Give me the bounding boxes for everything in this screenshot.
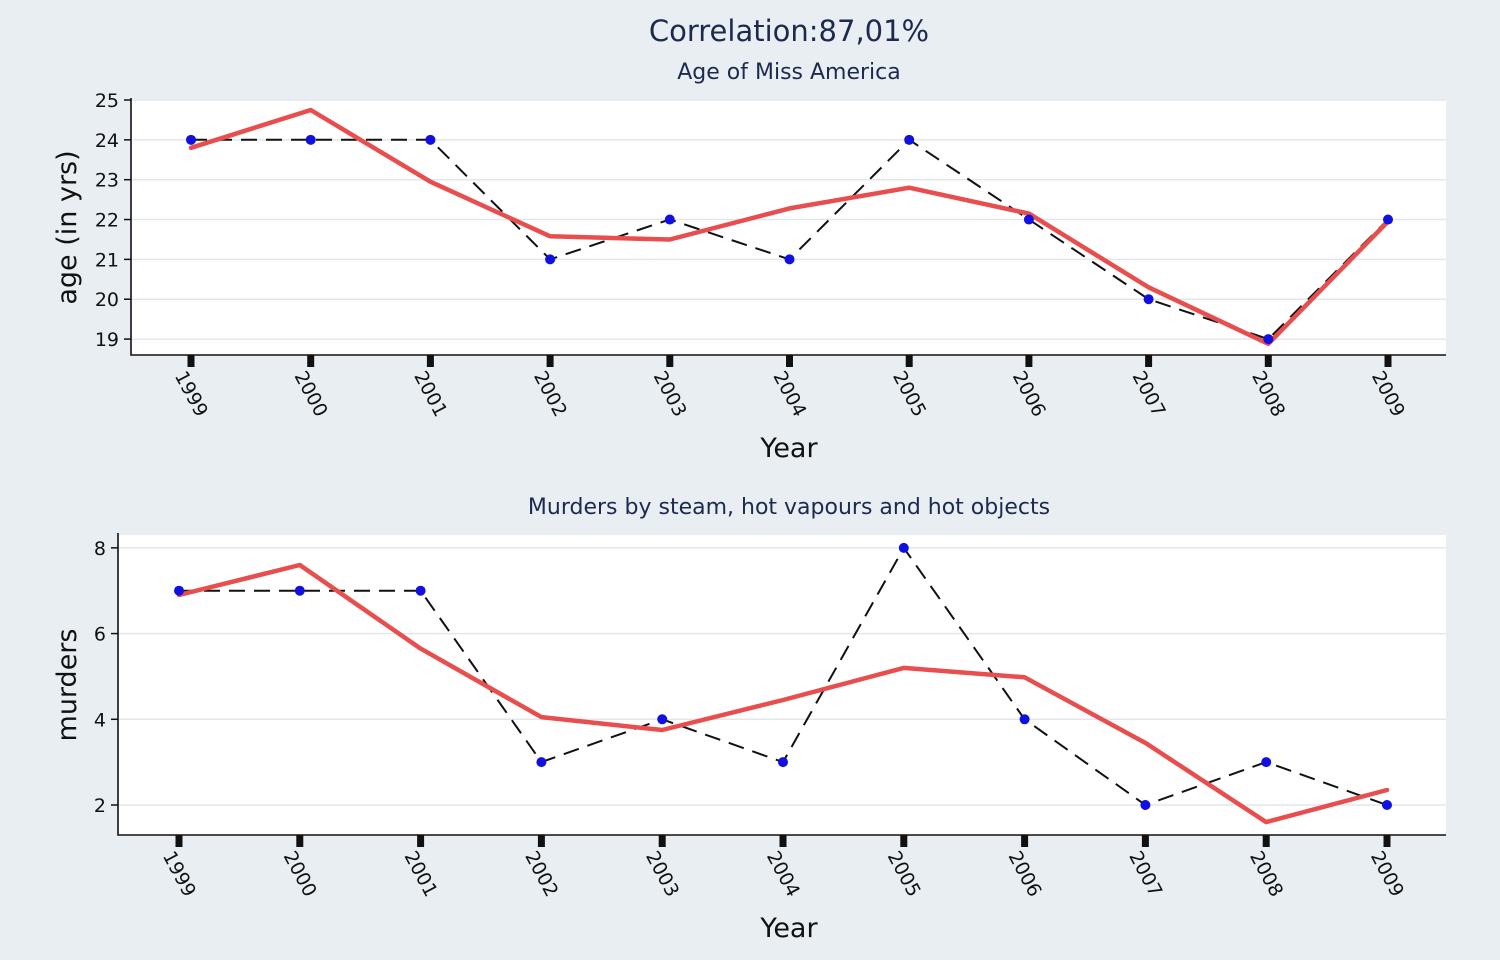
data-point <box>657 714 668 725</box>
y-axis-title: murders <box>52 629 83 742</box>
x-tick-label: 2008 <box>1245 847 1287 900</box>
data-point <box>186 134 196 145</box>
data-point <box>1143 294 1154 305</box>
x-tick-label: 2000 <box>279 847 321 900</box>
x-axis-title: Year <box>759 433 818 464</box>
x-tick-label: 2003 <box>641 847 683 900</box>
data-point <box>415 585 426 596</box>
series-fitted-line <box>176 562 1390 825</box>
x-tick-label: 1999 <box>158 847 200 900</box>
data-point <box>664 214 675 225</box>
x-tick-label: 2001 <box>409 367 451 420</box>
y-tick-label: 20 <box>95 289 119 311</box>
x-tick-label: 1999 <box>170 367 212 420</box>
data-point <box>294 585 305 596</box>
series-fitted-line <box>188 107 1391 347</box>
data-point <box>1263 334 1274 345</box>
data-point <box>784 254 795 265</box>
x-tick-label: 2005 <box>883 847 925 900</box>
x-tick-label: 2009 <box>1366 847 1408 900</box>
figure-title: Correlation:87,01% <box>649 14 929 48</box>
data-point <box>898 542 909 553</box>
y-tick-label: 6 <box>94 624 106 646</box>
data-point <box>778 757 788 768</box>
murders-panel: 2 4 6 8 1999 2000 2001 2002 2003 2004 2005 2006 2007… <box>52 495 1446 944</box>
x-tick-label: 2004 <box>768 367 810 420</box>
x-tick-label: 2009 <box>1367 367 1409 420</box>
y-tick-label: 23 <box>95 170 119 192</box>
data-point <box>305 134 316 145</box>
x-tick-label: 2005 <box>888 367 930 420</box>
data-point <box>1019 714 1030 725</box>
x-tick-label: 2006 <box>1008 367 1050 420</box>
x-tick-label: 2003 <box>649 367 691 420</box>
plot-area <box>131 100 1446 355</box>
x-tick-label: 2002 <box>520 847 562 900</box>
data-point <box>904 134 915 145</box>
y-tick-label: 8 <box>94 538 106 560</box>
y-tick-label: 2 <box>94 795 106 817</box>
data-point <box>1140 800 1151 810</box>
x-tick-label: 2007 <box>1124 847 1166 900</box>
data-point <box>1261 757 1272 768</box>
data-point <box>545 254 556 265</box>
data-point <box>1383 214 1393 225</box>
data-point <box>174 585 184 596</box>
age-of-miss-america-panel: 19 20 21 22 23 24 25 1999 2000 2001 2002 2003 2004 20… <box>52 60 1446 464</box>
data-point <box>536 757 547 768</box>
x-tick-label: 2000 <box>290 367 332 420</box>
axis-lines <box>117 533 1446 836</box>
data-point <box>1382 800 1392 810</box>
axis-lines <box>130 98 1446 356</box>
panel-title: Murders by steam, hot vapours and hot ob… <box>528 495 1050 520</box>
x-tick-label: 2004 <box>762 847 804 900</box>
x-tick-label: 2007 <box>1128 367 1170 420</box>
x-tick-label: 2008 <box>1247 367 1289 420</box>
y-tick-label: 25 <box>95 90 119 112</box>
y-tick-label: 22 <box>95 210 119 232</box>
panel-title: Age of Miss America <box>677 60 901 85</box>
y-tick-label: 24 <box>95 130 119 152</box>
x-tick-label: 2001 <box>400 847 442 900</box>
y-tick-label: 21 <box>95 249 119 271</box>
x-tick-label: 2002 <box>529 367 571 420</box>
y-tick-label: 19 <box>95 329 119 351</box>
data-point <box>1023 214 1034 225</box>
x-tick-label: 2006 <box>1004 847 1046 900</box>
data-point <box>425 134 436 145</box>
plot-area <box>118 535 1446 835</box>
x-axis-title: Year <box>759 913 818 944</box>
y-tick-label: 4 <box>94 709 106 731</box>
y-axis-title: age (in yrs) <box>52 150 83 304</box>
